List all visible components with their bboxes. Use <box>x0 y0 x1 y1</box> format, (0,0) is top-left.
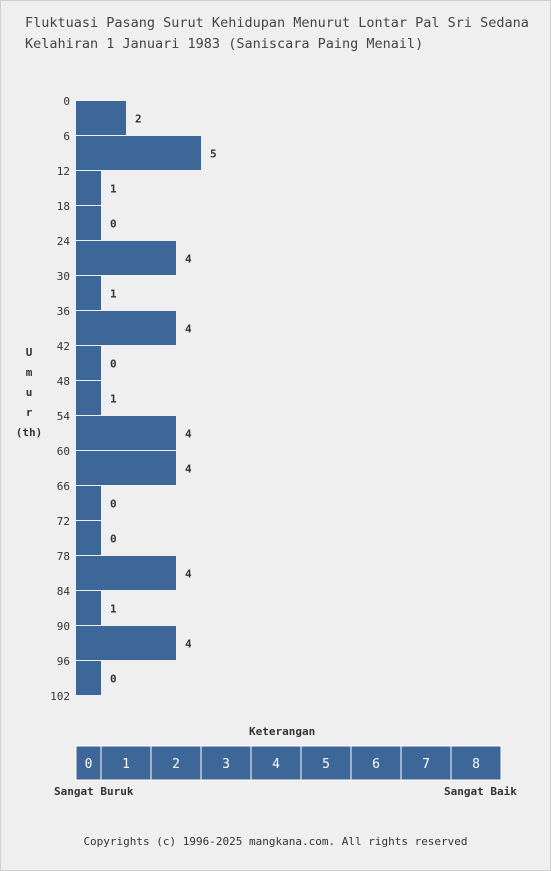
legend-scale-cell <box>350 745 402 781</box>
legend-left-label: Sangat Buruk <box>54 785 134 798</box>
legend-scale-label: 2 <box>172 757 180 772</box>
legend-scale-label: 6 <box>372 757 380 772</box>
bar-value-label: 5 <box>210 148 217 161</box>
y-tick-label: 6 <box>63 130 70 143</box>
y-tick-label: 24 <box>57 235 71 248</box>
y-tick-label: 48 <box>57 375 70 388</box>
bar <box>76 381 101 415</box>
y-tick-label: 78 <box>57 550 70 563</box>
title-line-2: Kelahiran 1 Januari 1983 (Saniscara Pain… <box>25 36 424 52</box>
bar <box>76 241 176 275</box>
bar <box>76 171 101 205</box>
bar-value-label: 0 <box>110 218 117 231</box>
y-tick-label: 90 <box>57 620 70 633</box>
bar <box>76 591 101 625</box>
y-axis-label-char: r <box>25 406 33 419</box>
y-axis-label-unit: (th) <box>15 426 43 439</box>
legend-scale-label: 1 <box>122 757 130 772</box>
legend-title: Keterangan <box>249 725 316 738</box>
legend-scale-cell <box>150 745 202 781</box>
bar <box>76 626 176 660</box>
bar-value-label: 4 <box>185 428 192 441</box>
legend-scale-cell <box>200 745 252 781</box>
legend-right-label: Sangat Baik <box>444 785 517 798</box>
bar <box>76 521 101 555</box>
y-tick-label: 36 <box>57 305 70 318</box>
legend-scale-label: 3 <box>222 757 230 772</box>
bar-value-label: 2 <box>135 113 142 126</box>
bar <box>76 451 176 485</box>
legend-scale-cell <box>450 745 502 781</box>
footer-copyright: Copyrights (c) 1996-2025 mangkana.com. A… <box>83 835 468 848</box>
y-tick-label: 0 <box>63 95 70 108</box>
y-tick-label: 84 <box>57 585 71 598</box>
bar-value-label: 0 <box>110 533 117 546</box>
bar-value-label: 0 <box>110 673 117 686</box>
y-tick-label: 66 <box>57 480 70 493</box>
y-tick-label: 60 <box>57 445 70 458</box>
bar <box>76 101 126 135</box>
bar <box>76 206 101 240</box>
legend-scale-label: 0 <box>85 757 93 772</box>
bar-value-label: 0 <box>110 358 117 371</box>
bar <box>76 311 176 345</box>
legend-scale-label: 7 <box>422 757 430 772</box>
bar <box>76 346 101 380</box>
y-tick-label: 96 <box>57 655 70 668</box>
bar-value-label: 1 <box>110 603 117 616</box>
bar <box>76 486 101 520</box>
bar <box>76 136 201 170</box>
chart-title: Fluktuasi Pasang Surut Kehidupan Menurut… <box>25 13 529 55</box>
y-tick-label: 102 <box>50 690 70 703</box>
bar <box>76 556 176 590</box>
bar-value-label: 0 <box>110 498 117 511</box>
y-axis-label-char: m <box>25 366 33 379</box>
y-tick-label: 72 <box>57 515 70 528</box>
y-tick-label: 42 <box>57 340 70 353</box>
legend-scale-cell <box>300 745 352 781</box>
legend-scale-cell <box>100 745 152 781</box>
y-tick-label: 54 <box>57 410 71 423</box>
y-tick-label: 30 <box>57 270 70 283</box>
bar-value-label: 4 <box>185 638 192 651</box>
bar-value-label: 4 <box>185 253 192 266</box>
legend-scale-label: 8 <box>472 757 480 772</box>
bar-value-label: 1 <box>110 183 117 196</box>
bar-value-label: 1 <box>110 288 117 301</box>
bar-value-label: 1 <box>110 393 117 406</box>
bar-value-label: 4 <box>185 463 192 476</box>
bar <box>76 416 176 450</box>
y-tick-label: 12 <box>57 165 70 178</box>
legend-scale-cell <box>400 745 452 781</box>
legend-scale-label: 5 <box>322 757 330 772</box>
legend-scale-cell <box>250 745 302 781</box>
bar-value-label: 4 <box>185 568 192 581</box>
bar-value-label: 4 <box>185 323 192 336</box>
y-tick-label: 18 <box>57 200 70 213</box>
y-axis-label-char: U <box>25 346 33 359</box>
bar <box>76 276 101 310</box>
y-axis-label-char: u <box>25 386 33 399</box>
bar <box>76 661 101 695</box>
legend-scale-label: 4 <box>272 757 280 772</box>
title-line-1: Fluktuasi Pasang Surut Kehidupan Menurut… <box>25 15 529 31</box>
y-axis-label: U m u r (th) <box>14 343 44 443</box>
